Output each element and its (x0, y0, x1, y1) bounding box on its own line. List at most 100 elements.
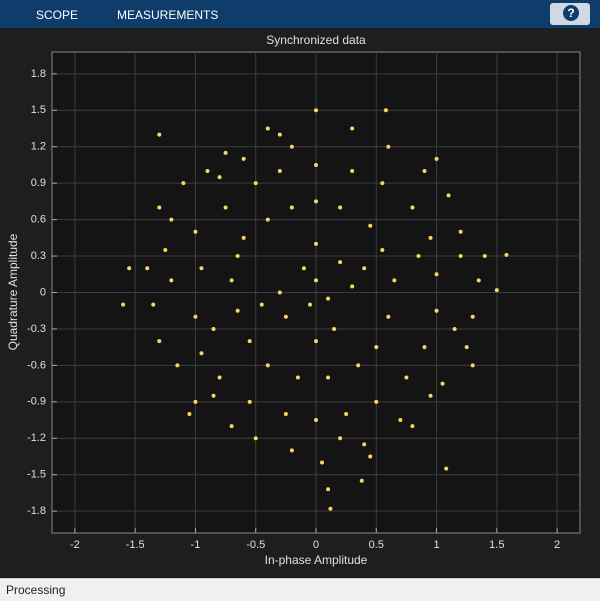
point (265, 363, 270, 368)
point (211, 326, 216, 331)
point (199, 266, 204, 271)
point (326, 487, 331, 492)
point (440, 381, 445, 386)
point (223, 150, 228, 155)
point (410, 205, 415, 210)
point (452, 326, 457, 331)
point (235, 308, 240, 313)
point (428, 235, 433, 240)
x-tick-label: 1 (433, 539, 439, 551)
point (283, 314, 288, 319)
y-tick-label: -0.3 (27, 323, 46, 335)
point (187, 411, 192, 416)
x-tick-label: 0 (313, 539, 319, 551)
point (344, 411, 349, 416)
point (444, 466, 449, 471)
point (362, 266, 367, 271)
point (356, 363, 361, 368)
point (332, 326, 337, 331)
status-text: Processing (6, 583, 66, 597)
y-tick-label: -1.2 (27, 432, 46, 444)
point (127, 266, 132, 271)
point (277, 290, 282, 295)
point (362, 442, 367, 447)
point (217, 175, 222, 180)
point (289, 448, 294, 453)
point (289, 144, 294, 149)
y-tick-label: 0 (40, 286, 46, 298)
point (320, 460, 325, 465)
point (211, 393, 216, 398)
point (368, 454, 373, 459)
x-tick-label: 2 (554, 539, 560, 551)
point (464, 345, 469, 350)
point (350, 284, 355, 289)
help-icon[interactable]: ? (563, 5, 579, 21)
point (265, 217, 270, 222)
tab[interactable]: SCOPE (36, 8, 79, 22)
point (241, 156, 246, 161)
point (259, 302, 264, 307)
x-tick-label: -1.5 (126, 539, 145, 551)
point (434, 272, 439, 277)
point (169, 217, 174, 222)
point (121, 302, 126, 307)
point (314, 199, 318, 204)
point (253, 436, 258, 441)
y-tick-label: -1.8 (27, 505, 46, 517)
point (157, 339, 162, 344)
x-axis-label: In-phase Amplitude (265, 553, 368, 567)
point (338, 260, 343, 265)
point (326, 296, 331, 301)
point (181, 181, 186, 186)
point (482, 254, 487, 259)
tab[interactable]: MEASUREMENTS (117, 8, 219, 22)
point (404, 375, 409, 380)
point (374, 345, 379, 350)
point (326, 375, 331, 380)
point (386, 314, 391, 319)
point (398, 418, 403, 423)
point (163, 247, 168, 252)
point (229, 278, 234, 283)
y-axis-label: Quadrature Amplitude (6, 233, 20, 350)
point (410, 424, 415, 429)
status-bar: Processing (0, 578, 600, 601)
y-tick-label: 0.3 (31, 250, 46, 262)
y-tick-label: 0.9 (31, 177, 46, 189)
y-tick-label: 1.8 (31, 68, 46, 80)
x-tick-label: -0.5 (246, 539, 265, 551)
point (223, 205, 228, 210)
point (428, 393, 433, 398)
point (359, 478, 364, 483)
point (217, 375, 222, 380)
y-tick-label: -1.5 (27, 469, 46, 481)
point (314, 241, 318, 246)
point (470, 314, 475, 319)
x-tick-label: -1 (191, 539, 201, 551)
point (157, 132, 162, 137)
point (193, 229, 198, 234)
x-tick-label: 1.5 (489, 539, 504, 551)
point (392, 278, 397, 283)
point (368, 223, 373, 228)
point (289, 205, 294, 210)
point (175, 363, 180, 368)
point (229, 424, 234, 429)
point (504, 252, 509, 257)
point (383, 108, 388, 113)
point (235, 254, 240, 259)
point (422, 345, 427, 350)
point (193, 314, 198, 319)
point (169, 278, 174, 283)
help-button[interactable]: ? (550, 3, 590, 25)
y-tick-label: -0.6 (27, 359, 46, 371)
point (253, 181, 258, 186)
point (458, 229, 463, 234)
point (307, 302, 312, 307)
point (416, 254, 421, 259)
point (151, 302, 156, 307)
point (350, 169, 355, 174)
point (338, 205, 343, 210)
